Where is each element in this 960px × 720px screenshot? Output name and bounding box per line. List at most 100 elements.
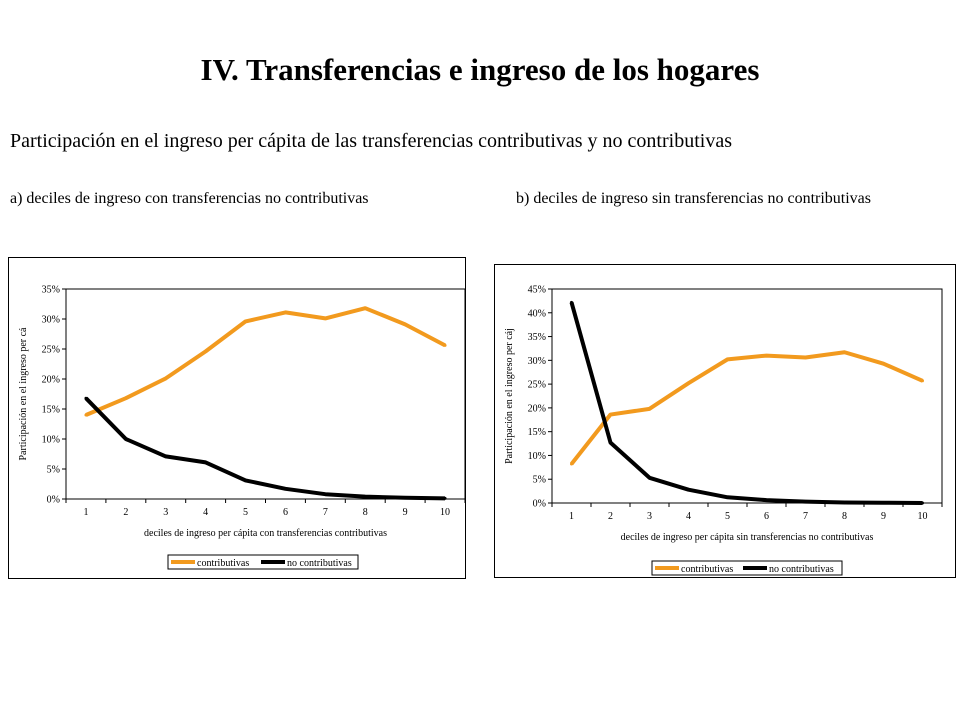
legend-label: contributivas bbox=[681, 564, 733, 575]
x-axis: 1 2 3 4 5 6 7 8 9 10 bbox=[65, 499, 466, 518]
data-point bbox=[244, 478, 248, 482]
data-point bbox=[570, 462, 573, 466]
series-contributivas bbox=[569, 350, 924, 466]
x-tick-label: 2 bbox=[123, 507, 128, 518]
data-point bbox=[204, 349, 208, 353]
data-point bbox=[323, 492, 327, 496]
data-point bbox=[648, 476, 651, 480]
legend: contributivas no contributivas bbox=[167, 554, 359, 570]
data-point bbox=[244, 319, 248, 323]
x-axis-title: deciles de ingreso per cápita sin transf… bbox=[621, 532, 874, 543]
x-tick-label: 3 bbox=[647, 511, 652, 522]
data-point bbox=[283, 487, 287, 491]
y-tick-label: 0% bbox=[533, 499, 546, 510]
chart-b: 0% 5% 10% 15% 20% 25% 30% 35% 40% 45% 1 2 3 4 5 6 7 8 9 10 d… bbox=[494, 264, 956, 578]
x-axis-title: deciles de ingreso per cápita con transf… bbox=[144, 528, 387, 539]
x-tick-label: 9 bbox=[403, 507, 408, 518]
data-point bbox=[323, 316, 327, 320]
data-point bbox=[726, 495, 729, 499]
series-line bbox=[569, 301, 923, 505]
data-point bbox=[164, 454, 168, 458]
series-no-contributivas bbox=[84, 396, 447, 501]
data-point bbox=[204, 460, 208, 464]
data-point bbox=[443, 343, 447, 347]
data-point bbox=[804, 355, 807, 359]
x-tick-label: 4 bbox=[203, 507, 208, 518]
data-point bbox=[804, 500, 807, 504]
panel-b-title: b) deciles de ingreso sin transferencias… bbox=[516, 190, 871, 207]
y-tick-label: 35% bbox=[528, 332, 546, 343]
data-point bbox=[765, 498, 768, 502]
data-point bbox=[84, 413, 88, 417]
y-tick-label: 25% bbox=[528, 380, 546, 391]
data-point bbox=[403, 322, 407, 326]
x-tick-label: 3 bbox=[163, 507, 168, 518]
data-point bbox=[921, 501, 924, 505]
data-point bbox=[843, 501, 846, 505]
data-point bbox=[403, 496, 407, 500]
data-point bbox=[882, 501, 885, 505]
x-tick-label: 10 bbox=[918, 511, 928, 522]
x-tick-label: 1 bbox=[83, 507, 88, 518]
data-point bbox=[164, 376, 168, 380]
data-point bbox=[843, 350, 846, 354]
legend-label: contributivas bbox=[197, 558, 249, 569]
y-axis-title: Participación en el ingreso per cá bbox=[18, 327, 29, 461]
data-point bbox=[726, 357, 729, 361]
data-point bbox=[765, 354, 768, 358]
y-tick-label: 35% bbox=[42, 285, 60, 296]
y-tick-label: 15% bbox=[528, 427, 546, 438]
data-point bbox=[921, 379, 924, 383]
x-tick-label: 7 bbox=[323, 507, 328, 518]
y-tick-label: 30% bbox=[528, 356, 546, 367]
series-line bbox=[85, 306, 446, 417]
series-no-contributivas bbox=[569, 300, 924, 505]
x-tick-label: 8 bbox=[842, 511, 847, 522]
y-tick-label: 15% bbox=[42, 405, 60, 416]
data-point bbox=[283, 310, 287, 314]
y-tick-label: 10% bbox=[42, 435, 60, 446]
x-tick-label: 10 bbox=[440, 507, 450, 518]
y-tick-label: 20% bbox=[42, 375, 60, 386]
y-tick-label: 45% bbox=[528, 285, 546, 296]
data-point bbox=[687, 381, 690, 385]
x-tick-label: 5 bbox=[243, 507, 248, 518]
y-tick-label: 20% bbox=[528, 403, 546, 414]
page-subtitle: Participación en el ingreso per cápita d… bbox=[10, 130, 732, 152]
data-point bbox=[363, 495, 367, 499]
data-point bbox=[124, 437, 128, 441]
data-point bbox=[609, 441, 612, 445]
data-point bbox=[124, 396, 128, 400]
y-tick-label: 25% bbox=[42, 345, 60, 356]
data-point bbox=[687, 488, 690, 492]
y-axis: 0% 5% 10% 15% 20% 25% 30% 35% bbox=[42, 285, 66, 506]
data-point bbox=[882, 362, 885, 366]
y-axis: 0% 5% 10% 15% 20% 25% 30% 35% 40% 45% bbox=[528, 285, 552, 510]
y-tick-label: 10% bbox=[528, 451, 546, 462]
y-axis-title: Participación en el ingreso per cáj bbox=[504, 328, 515, 464]
data-point bbox=[443, 496, 447, 500]
series-contributivas bbox=[84, 306, 447, 417]
x-tick-label: 6 bbox=[283, 507, 288, 518]
x-tick-label: 4 bbox=[686, 511, 691, 522]
y-tick-label: 30% bbox=[42, 315, 60, 326]
chart-a: 0% 5% 10% 15% 20% 25% 30% 35% 1 2 3 4 5 6 7 8 9 10 deciles… bbox=[8, 257, 466, 579]
data-point bbox=[84, 396, 88, 400]
chart-frame bbox=[8, 257, 466, 579]
x-tick-label: 8 bbox=[363, 507, 368, 518]
x-tick-label: 2 bbox=[608, 511, 613, 522]
y-tick-label: 0% bbox=[47, 495, 60, 506]
y-tick-label: 5% bbox=[533, 475, 546, 486]
series-line bbox=[569, 350, 924, 466]
chart-frame bbox=[494, 264, 956, 578]
y-tick-label: 5% bbox=[47, 465, 60, 476]
legend: contributivas no contributivas bbox=[651, 560, 843, 576]
x-tick-label: 6 bbox=[764, 511, 769, 522]
legend-label: no contributivas bbox=[769, 564, 834, 575]
x-tick-label: 7 bbox=[803, 511, 808, 522]
page-title: IV. Transferencias e ingreso de los hoga… bbox=[200, 52, 760, 87]
y-tick-label: 40% bbox=[528, 308, 546, 319]
x-tick-label: 5 bbox=[725, 511, 730, 522]
panel-a-title: a) deciles de ingreso con transferencias… bbox=[10, 190, 369, 207]
series-line bbox=[84, 396, 446, 501]
